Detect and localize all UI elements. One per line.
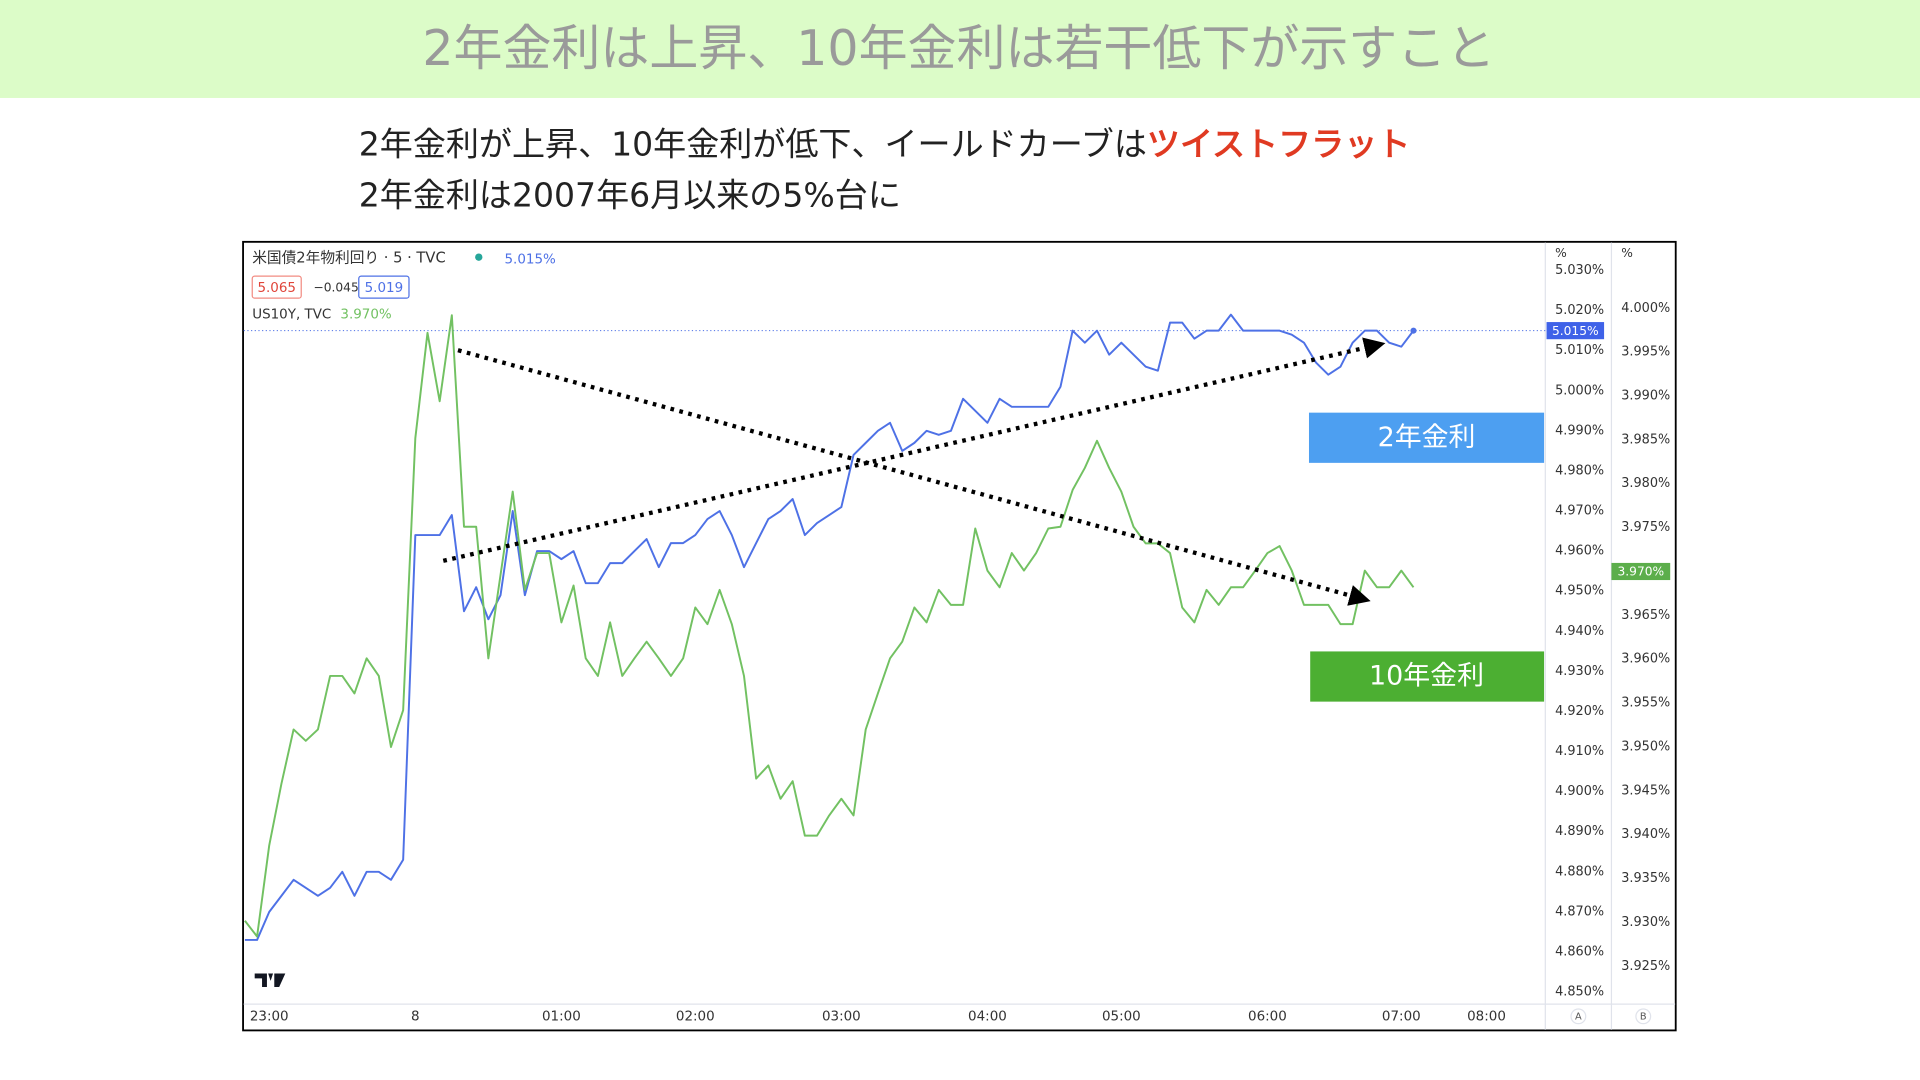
y-tick-label: 4.980%: [1555, 463, 1604, 478]
quote-change: −0.045: [313, 280, 358, 294]
header-band: [0, 0, 1920, 98]
quote-value: 5.065: [257, 281, 296, 296]
price-label: 3.970%: [1617, 565, 1664, 579]
series-group: [244, 313, 1415, 941]
series-line: [244, 314, 1415, 938]
quote-value: 5.019: [365, 281, 404, 296]
axis-button-label[interactable]: A: [1575, 1011, 1582, 1022]
axis-button[interactable]: [1635, 1008, 1652, 1025]
annotation-box: [1308, 412, 1545, 463]
y-tick-label: 4.960%: [1555, 544, 1604, 559]
y-tick-label: 4.920%: [1555, 704, 1604, 719]
quote-box: [358, 275, 410, 299]
axis-unit: %: [1555, 246, 1567, 260]
y-tick-label: 4.870%: [1555, 904, 1604, 919]
annotation: 10年金利: [1369, 661, 1484, 692]
x-tick-label: 07:00: [1382, 1009, 1421, 1024]
annotation-box: [1310, 651, 1545, 702]
subtitle-emphasis: ツイストフラット: [1147, 124, 1410, 163]
subtitle-line: 2年金利は2007年6月以来の5%台に: [359, 176, 901, 215]
annotation: 2年金利: [1378, 422, 1476, 453]
y-tick-label: 5.030%: [1555, 263, 1604, 278]
x-tick-label: 08:00: [1467, 1009, 1506, 1024]
y2-tick-label: 3.940%: [1621, 827, 1670, 842]
price-label-box: [1546, 322, 1605, 340]
y-tick-label: 4.950%: [1555, 584, 1604, 599]
subtitle-line: 2年金利が上昇、10年金利が低下、イールドカーブはツイストフラット: [359, 124, 1411, 163]
axis-button[interactable]: [1570, 1008, 1587, 1025]
x-tick-label: 02:00: [676, 1009, 715, 1024]
y-tick-label: 4.930%: [1555, 664, 1604, 679]
x-tick-label: 03:00: [822, 1009, 861, 1024]
y-tick-label: 4.940%: [1555, 624, 1604, 639]
x-tick-label: 06:00: [1248, 1009, 1287, 1024]
y2-tick-label: 3.995%: [1621, 345, 1670, 360]
y-tick-label: 5.010%: [1555, 343, 1604, 358]
y-tick-label: 5.020%: [1555, 303, 1604, 318]
y-tick-label: 4.900%: [1555, 784, 1604, 799]
y2-tick-label: 3.950%: [1621, 739, 1670, 754]
y-tick-label: 4.890%: [1555, 824, 1604, 839]
y2-tick-label: 3.960%: [1621, 652, 1670, 667]
y2-tick-label: 3.975%: [1621, 520, 1670, 535]
y2-tick-label: 3.980%: [1621, 476, 1670, 491]
legend-label: US10Y, TVC: [252, 308, 331, 323]
chart: 5.030% 5.020% 5.010% 5.000% 4.990% 4.980% 4.97…: [243, 263, 1671, 1024]
y-tick-label: 4.970%: [1555, 504, 1604, 519]
y-tick-label: 5.000%: [1555, 383, 1604, 398]
y-tick-label: 4.860%: [1555, 944, 1604, 959]
last-point: [1410, 327, 1417, 334]
logo: [254, 973, 286, 987]
y-tick-label: 4.880%: [1555, 864, 1604, 879]
x-tick-label: 23:00: [250, 1009, 289, 1024]
chart-frame: [242, 240, 1677, 1032]
y-tick-label: 4.850%: [1555, 985, 1604, 1000]
axis-button-label[interactable]: B: [1640, 1011, 1647, 1022]
y2-tick-label: 3.945%: [1621, 783, 1670, 798]
y2-tick-label: 4.000%: [1621, 301, 1670, 316]
x-tick-label: 01:00: [542, 1009, 581, 1024]
y2-tick-label: 3.955%: [1621, 696, 1670, 711]
x-tick-label: 04:00: [968, 1009, 1007, 1024]
slide-title: 2年金利は上昇、10年金利は若干低下が示すこと: [422, 20, 1495, 77]
y-tick-label: 4.990%: [1555, 423, 1604, 438]
status-dot: [475, 253, 483, 261]
x-tick-label: 8: [411, 1009, 420, 1024]
y2-tick-label: 3.990%: [1621, 389, 1670, 404]
series-line: [244, 313, 1415, 941]
legend-label: 米国債2年物利回り · 5 · TVC: [252, 249, 445, 266]
y-tick-label: 4.910%: [1555, 744, 1604, 759]
quote-box: [251, 275, 302, 299]
price-label: 5.015%: [1552, 324, 1599, 338]
price-label-box: [1611, 562, 1671, 581]
y2-tick-label: 3.930%: [1621, 915, 1670, 930]
legend-value: 3.970%: [340, 308, 392, 323]
y2-tick-label: 3.985%: [1621, 432, 1670, 447]
x-tick-label: 05:00: [1102, 1009, 1141, 1024]
legend-value: 5.015%: [504, 253, 556, 268]
axis-unit: %: [1621, 246, 1633, 260]
subtitle-text: 2年金利が上昇、10年金利が低下、イールドカーブは: [359, 124, 1147, 163]
trend-arrow: [457, 348, 1371, 606]
trend-arrow: [442, 337, 1386, 563]
y2-tick-label: 3.965%: [1621, 608, 1670, 623]
y2-tick-label: 3.935%: [1621, 871, 1670, 886]
y2-tick-label: 3.925%: [1621, 959, 1670, 974]
